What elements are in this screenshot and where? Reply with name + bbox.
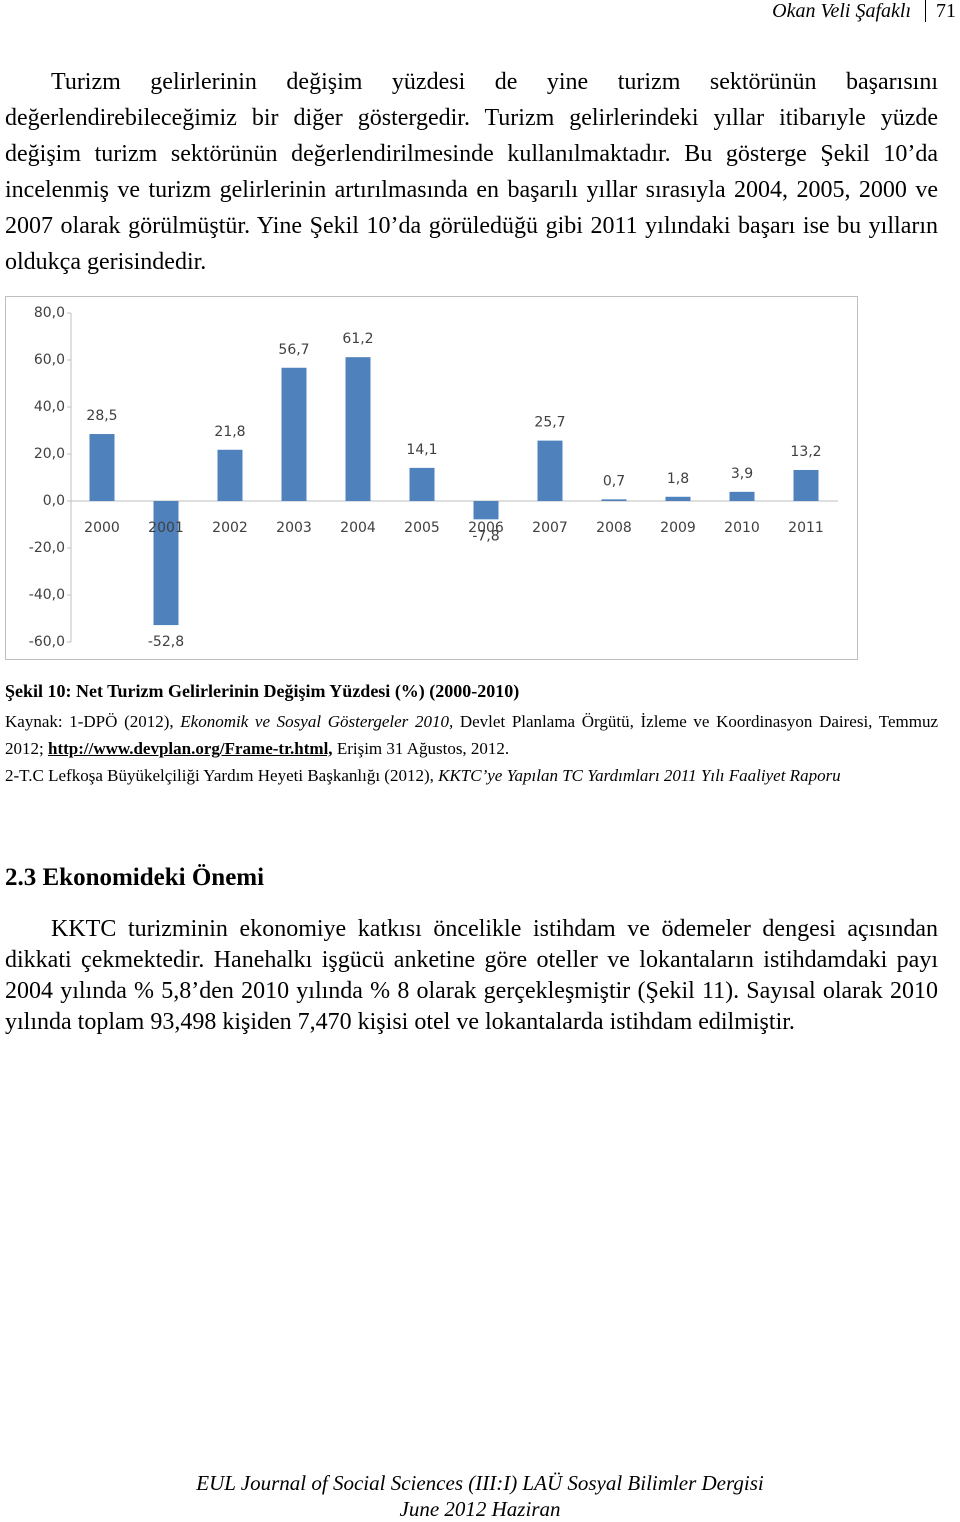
chart: -60,0 -40,0 -20,0 0,0 20,0 40,0 60,0 80,0 2000 28… [5, 296, 858, 660]
footer: EUL Journal of Social Sciences (III:I) L… [0, 1470, 960, 1522]
author: Okan Veli Şafaklı [772, 0, 911, 22]
bar [409, 467, 435, 501]
bar [89, 434, 115, 501]
bar [345, 357, 371, 501]
y-tick-label: -40,0 [29, 587, 65, 603]
data-label: 28,5 [86, 408, 117, 424]
source: 2-T.C Lefkoşa Büyükelçiliği Yardım Heyet… [5, 762, 938, 789]
data-label: 1,8 [667, 471, 689, 487]
paragraph: Turizm gelirlerinin değişim yüzdesi de y… [5, 69, 938, 275]
y-tick-label: 20,0 [34, 446, 65, 462]
source-text: 2-T.C Lefkoşa Büyükelçiliği Yardım Heyet… [5, 766, 439, 785]
x-tick-label: 2004 [340, 520, 376, 536]
page-number: 71 [925, 0, 956, 22]
source-link[interactable]: http://www.devplan.org/Frame-tr.html, [47, 739, 333, 758]
bar [281, 367, 307, 501]
y-tick-label: 40,0 [34, 399, 65, 415]
x-tick-label: 2006 [468, 520, 504, 536]
x-tick-label: 2011 [788, 520, 824, 536]
bar [729, 491, 755, 501]
data-label: 61,2 [342, 331, 373, 347]
bar [153, 501, 179, 626]
bar [665, 496, 691, 501]
x-tick-label: 2009 [660, 520, 696, 536]
bar [537, 440, 563, 501]
y-tick-label: -60,0 [29, 634, 65, 650]
source-text: Devlet Planlama Örgütü, İzleme ve Koordi… [5, 712, 938, 758]
data-label: 56,7 [278, 342, 309, 358]
data-label: 25,7 [534, 415, 565, 431]
x-tick-label: 2002 [212, 520, 248, 536]
data-label: -52,8 [148, 634, 184, 650]
data-label: 13,2 [790, 444, 821, 460]
source-text: Erişim 31 Ağustos, 2012. [332, 739, 510, 758]
y-tick-label: 80,0 [34, 305, 65, 321]
paragraph: KKTC turizminin ekonomiye katkısı önceli… [5, 916, 938, 1035]
bar [793, 469, 819, 501]
source-title: KKTC’ye Yapılan TC Yardımları 2011 Yılı … [438, 766, 841, 785]
bar [601, 499, 627, 501]
y-tick-label: 60,0 [34, 352, 65, 368]
footer-date: June 2012 Haziran [399, 1497, 561, 1521]
source-text: Kaynak: 1-DPÖ (2012), [5, 712, 181, 731]
x-tick-label: 2005 [404, 520, 440, 536]
page-header: Okan Veli Şafaklı 71 [772, 0, 956, 23]
data-label: -7,8 [472, 528, 499, 544]
x-tick-label: 2001 [148, 520, 184, 536]
bar [217, 449, 243, 501]
x-tick-label: 2003 [276, 520, 312, 536]
y-tick-label: -20,0 [29, 540, 65, 556]
y-tick-label: 0,0 [43, 493, 65, 509]
x-tick-label: 2007 [532, 520, 568, 536]
x-tick-label: 2008 [596, 520, 632, 536]
data-label: 0,7 [603, 473, 625, 489]
data-label: 14,1 [406, 442, 437, 458]
section-heading: 2.3 Ekonomideki Önemi [5, 864, 265, 891]
x-tick-label: 2010 [724, 520, 760, 536]
figure-caption: Şekil 10: Net Turizm Gelirlerinin Değişi… [5, 681, 520, 701]
bar [473, 501, 499, 520]
data-label: 3,9 [731, 466, 753, 482]
source-title: Ekonomik ve Sosyal Göstergeler 2010, [180, 712, 454, 731]
source: Kaynak: 1-DPÖ (2012), Ekonomik ve Sosyal… [5, 708, 938, 762]
data-label: 21,8 [214, 424, 245, 440]
footer-journal: EUL Journal of Social Sciences (III:I) L… [196, 1471, 764, 1495]
x-tick-label: 2000 [84, 520, 120, 536]
